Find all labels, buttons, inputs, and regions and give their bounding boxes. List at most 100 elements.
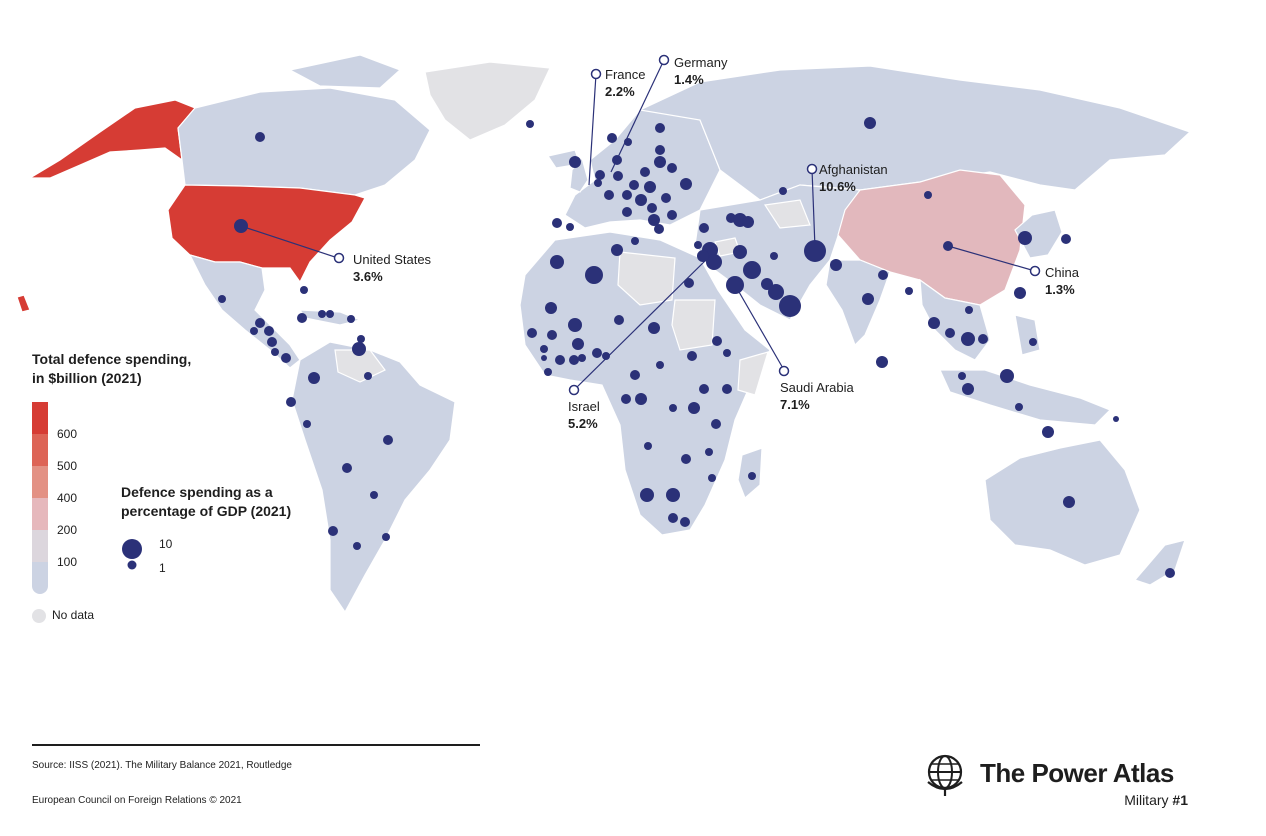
gdp-dot xyxy=(924,191,932,199)
gdp-dot xyxy=(635,194,647,206)
gdp-dot-israel xyxy=(697,250,709,262)
legend-bubble-small xyxy=(127,560,137,570)
gdp-dot xyxy=(667,163,677,173)
gdp-dot xyxy=(281,353,291,363)
alaska xyxy=(27,99,196,179)
gdp-dot xyxy=(297,313,307,323)
gdp-dot-saudi-arabia xyxy=(726,276,744,294)
gdp-dot xyxy=(607,133,617,143)
leader-saudi-arabia xyxy=(734,284,785,371)
gdp-dot xyxy=(648,322,660,334)
gdp-dot xyxy=(308,372,320,384)
leader-china xyxy=(947,245,1036,272)
greenland xyxy=(424,61,551,141)
gdp-dot xyxy=(547,330,557,340)
gdp-dot xyxy=(541,355,547,361)
callout-germany: Germany 1.4% xyxy=(674,54,727,88)
gdp-dot xyxy=(630,370,640,380)
gdp-dot xyxy=(347,315,355,323)
brand-issue: Military #1 xyxy=(1124,792,1188,808)
callout-value: 1.3% xyxy=(1045,282,1075,297)
gdp-dot xyxy=(768,284,784,300)
leader-germany xyxy=(610,59,665,173)
ring-saudi-arabia xyxy=(778,365,790,377)
legend-swatch-400 xyxy=(32,466,48,498)
australia xyxy=(984,439,1141,566)
gdp-dot xyxy=(699,223,709,233)
gdp-dot xyxy=(250,327,258,335)
gdp-dot xyxy=(648,214,660,226)
gdp-dot xyxy=(644,442,652,450)
gdp-dot xyxy=(622,190,632,200)
gdp-dot xyxy=(271,348,279,356)
gdp-dot xyxy=(1042,426,1054,438)
gdp-dot xyxy=(264,326,274,336)
gdp-dot xyxy=(1113,416,1119,422)
gdp-dot xyxy=(555,355,565,365)
gdp-dot xyxy=(286,397,296,407)
legend-swatch-200 xyxy=(32,498,48,530)
gdp-dot xyxy=(655,123,665,133)
callout-country: Afghanistan xyxy=(819,162,888,177)
gdp-dot xyxy=(680,517,690,527)
gdp-dot xyxy=(711,419,721,429)
gdp-dot xyxy=(318,310,326,318)
legend-swatch-lowest xyxy=(32,562,48,594)
gdp-dot xyxy=(1063,496,1075,508)
libya xyxy=(617,251,676,306)
gdp-dot xyxy=(694,241,702,249)
gdp-dot xyxy=(635,393,647,405)
sudan-region xyxy=(671,299,716,351)
callout-france: France 2.2% xyxy=(605,66,645,100)
gdp-dot xyxy=(572,338,584,350)
gdp-dots xyxy=(218,117,1175,578)
gdp-dot xyxy=(878,270,888,280)
legend-bubble-big-label: 10 xyxy=(159,537,173,551)
gdp-dot xyxy=(566,223,574,231)
gdp-dot xyxy=(654,156,666,168)
gdp-dot xyxy=(578,354,586,362)
canada xyxy=(177,87,431,196)
indonesia xyxy=(939,369,1112,426)
gdp-dot xyxy=(743,261,761,279)
ring-afghanistan xyxy=(806,163,818,175)
gdp-dot xyxy=(1015,403,1023,411)
japan-korea xyxy=(1014,209,1063,259)
ring-israel xyxy=(568,384,580,396)
ring-united-states xyxy=(333,252,345,264)
gdp-dot xyxy=(748,472,756,480)
gdp-dot xyxy=(300,286,308,294)
legend-bubble-small-label: 1 xyxy=(159,561,166,575)
ring-germany xyxy=(658,54,670,66)
gdp-dot xyxy=(864,117,876,129)
gdp-dot xyxy=(1014,287,1026,299)
somalia xyxy=(737,351,769,396)
gdp-dot xyxy=(961,332,975,346)
callout-value: 7.1% xyxy=(780,397,810,412)
hawaii xyxy=(16,294,31,313)
gdp-dot xyxy=(595,170,605,180)
gdp-dot xyxy=(928,317,940,329)
gdp-dot xyxy=(526,120,534,128)
gdp-dot xyxy=(830,259,842,271)
philippines xyxy=(1014,314,1041,356)
gdp-dot xyxy=(613,171,623,181)
gdp-dot xyxy=(611,244,623,256)
gdp-dot xyxy=(712,336,722,346)
gdp-dot xyxy=(876,356,888,368)
callout-value: 5.2% xyxy=(568,416,598,431)
callout-country: United States xyxy=(353,252,432,267)
gdp-dot xyxy=(328,526,338,536)
callout-leaders xyxy=(240,59,1036,391)
gdp-dot xyxy=(699,384,709,394)
gdp-dot xyxy=(352,342,366,356)
brand-name: The Power Atlas xyxy=(980,758,1174,788)
gdp-dot xyxy=(958,372,966,380)
gdp-dot xyxy=(357,335,365,343)
gdp-dot xyxy=(640,488,654,502)
source-note: Source: IISS (2021). The Military Balanc… xyxy=(32,760,292,771)
ring-china xyxy=(1029,265,1041,277)
globe-icon xyxy=(927,754,963,796)
ring-france xyxy=(590,68,602,80)
gdp-dot xyxy=(705,448,713,456)
